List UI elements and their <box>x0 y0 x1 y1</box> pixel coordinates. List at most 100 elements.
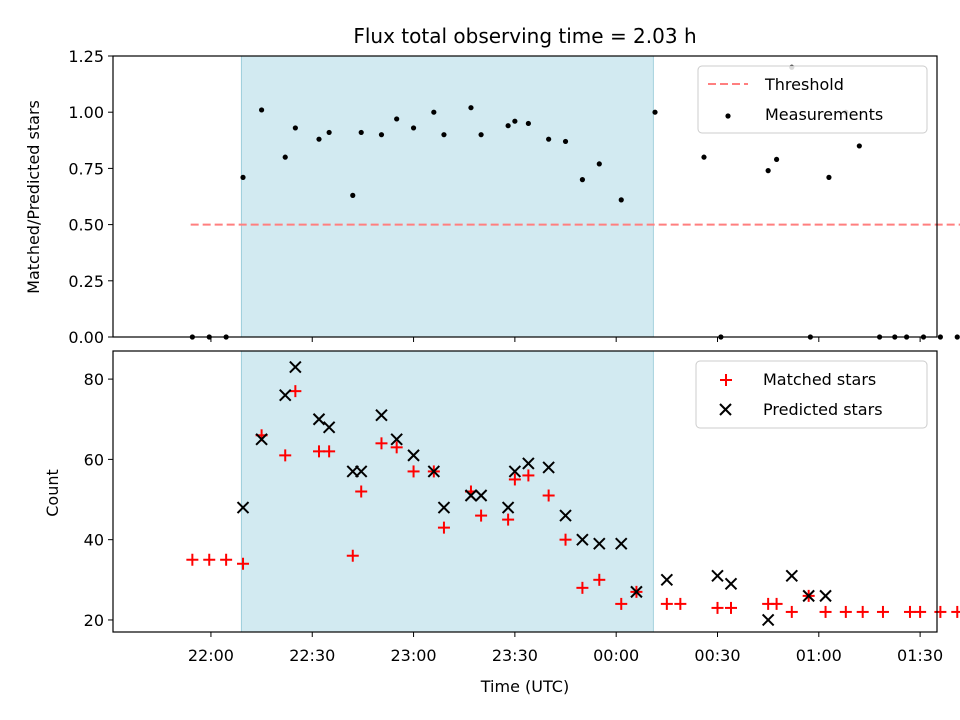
predicted-stars-legend-swatch <box>719 403 732 416</box>
bottom-y-axis-label: Count <box>43 469 62 517</box>
matched-star-marker <box>407 465 420 478</box>
measurement-point <box>701 154 707 160</box>
measurement-point <box>468 105 474 111</box>
predicted-star-marker-b <box>802 589 815 603</box>
matched-star-marker <box>346 549 359 562</box>
measurement-point <box>394 116 400 122</box>
predicted-star-marker <box>576 533 589 546</box>
predicted-star-marker <box>711 569 724 583</box>
bottom-y-tick-label: 20 <box>84 611 104 630</box>
predicted-star-marker-b <box>559 509 572 522</box>
top-y-axis-label: Matched/Predicted stars <box>24 100 43 294</box>
matched-star-marker <box>323 445 336 458</box>
observing-interval-shade-bottom <box>240 350 654 633</box>
predicted-star-marker <box>724 577 738 591</box>
bottom-x-axis: 22:00 22:30 23:00 23:30 00:00 00:30 01:00 01:30… <box>188 632 943 665</box>
predicted-star-marker-b <box>289 360 302 374</box>
matched-star-marker <box>542 489 555 502</box>
predicted-star-marker <box>255 433 268 446</box>
predicted-star-marker-b <box>375 409 388 422</box>
bottom-x-tick-label: 22:00 <box>188 646 234 665</box>
matched-star-marker <box>660 597 673 610</box>
predicted-star-marker-b <box>508 465 522 478</box>
matched-star-marker <box>508 473 521 486</box>
top-y-tick-label: 1.00 <box>68 103 104 122</box>
predicted-star-marker <box>785 569 798 583</box>
predicted-star-marker-b <box>255 433 268 446</box>
matched-star-marker <box>951 605 960 618</box>
bottom-x-tick-label: 22:30 <box>289 646 335 665</box>
threshold-legend-label: Threshold <box>764 75 844 94</box>
predicted-star-marker-b <box>660 573 674 587</box>
matched-star-marker <box>279 449 292 462</box>
predicted-star-marker <box>355 465 368 478</box>
predicted-star-marker <box>407 449 420 462</box>
matched-star-marker <box>576 581 589 594</box>
top-panel: 0.00 0.25 0.50 0.75 1.00 1.25 Matched/Predict… <box>24 47 960 347</box>
observing-interval-band-bottom <box>240 350 654 633</box>
matched-star-marker <box>903 605 916 618</box>
measurement-point <box>652 109 658 115</box>
predicted-star-marker <box>437 501 451 514</box>
predicted-star-marker <box>522 457 535 470</box>
predicted-stars-legend-label: Predicted stars <box>763 400 883 419</box>
predicted-star-marker <box>593 537 606 550</box>
predicted-star-marker-b <box>711 569 724 583</box>
predicted-star-marker-b <box>542 461 555 474</box>
bottom-x-tick-label: 00:00 <box>593 646 639 665</box>
predicted-star-marker-b <box>427 465 441 478</box>
matched-star-marker <box>934 605 947 618</box>
matched-star-marker <box>437 521 450 534</box>
measurement-point <box>856 143 862 149</box>
predicted-star-marker <box>322 421 336 434</box>
observing-interval-band-top <box>240 55 654 338</box>
predicted-star-marker-b <box>464 489 478 502</box>
matched-star-marker <box>355 485 368 498</box>
matched-star-marker <box>711 601 724 614</box>
matched-star-marker <box>615 597 628 610</box>
predicted-star-marker <box>761 613 775 627</box>
predicted-star-marker <box>464 489 478 502</box>
predicted-star-marker-b <box>576 533 589 546</box>
x-axis-label: Time (UTC) <box>480 677 569 696</box>
chart-title: Flux total observing time = 2.03 h <box>353 24 696 48</box>
matched-stars-series <box>186 385 960 618</box>
bottom-panel: 20 40 60 80 22:00 22:30 23:00 23:30 00:00 00:30 0… <box>43 350 960 696</box>
matched-star-marker <box>674 597 687 610</box>
measurements-legend-label: Measurements <box>765 105 883 124</box>
matched-star-marker <box>785 605 798 618</box>
predicted-star-marker-b <box>761 613 775 627</box>
predicted-star-marker <box>236 501 250 514</box>
predicted-star-marker-b <box>615 537 628 550</box>
top-y-tick-label: 1.25 <box>68 47 104 66</box>
measurement-point <box>596 161 602 167</box>
predicted-star-marker-b <box>630 585 643 599</box>
measurement-point <box>954 334 960 340</box>
bottom-x-tick-label: 01:00 <box>796 646 842 665</box>
predicted-star-marker <box>630 585 643 599</box>
predicted-star-marker-b <box>355 465 368 478</box>
matched-star-marker <box>522 469 535 482</box>
predicted-star-marker <box>508 465 522 478</box>
measurement-point <box>546 136 552 142</box>
matched-stars-legend-swatch <box>720 374 732 386</box>
predicted-star-marker-b <box>407 449 420 462</box>
measurement-point <box>618 197 624 203</box>
predicted-star-marker-b <box>437 501 451 514</box>
matched-stars-legend-label: Matched stars <box>763 370 876 389</box>
predicted-star-marker-b <box>724 577 738 591</box>
measurement-point <box>326 129 332 136</box>
bottom-y-tick-label: 80 <box>84 370 104 389</box>
predicted-star-marker <box>279 388 292 402</box>
top-y-tick-label: 0.50 <box>68 216 104 235</box>
top-x-axis <box>210 337 921 342</box>
top-y-tick-label: 0.75 <box>68 159 104 178</box>
matched-star-marker <box>876 605 889 618</box>
predicted-star-marker <box>819 589 832 603</box>
measurement-point <box>378 132 385 138</box>
observing-interval-shade-top <box>240 55 654 338</box>
matched-star-marker <box>390 441 403 454</box>
predicted-star-marker <box>802 589 815 603</box>
predicted-star-marker <box>542 461 555 474</box>
